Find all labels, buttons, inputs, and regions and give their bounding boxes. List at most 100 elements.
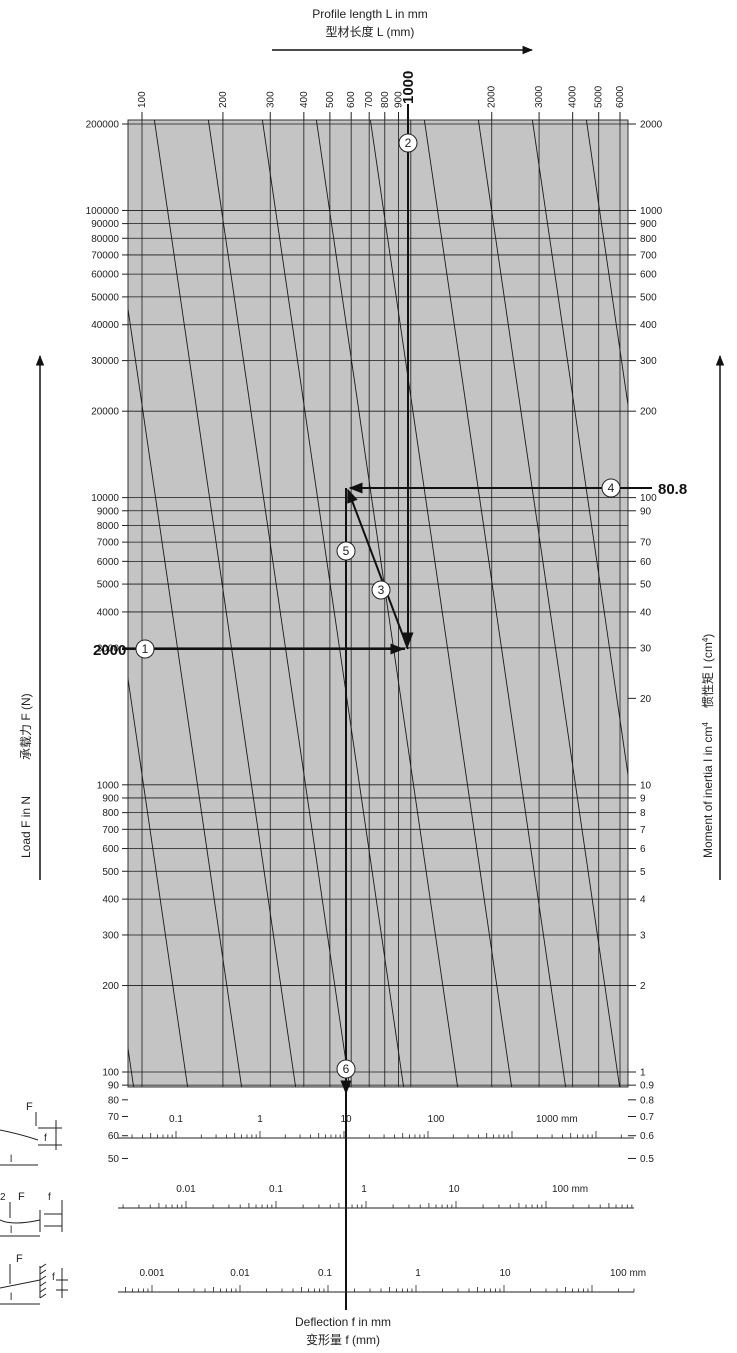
left-tick-label: 500 bbox=[102, 867, 119, 878]
diagonal-line bbox=[153, 120, 297, 1087]
beam-1-length-label: l bbox=[10, 1154, 12, 1165]
right-tick-label: 40 bbox=[640, 607, 652, 618]
deflection-label: 1000 mm bbox=[536, 1114, 578, 1125]
diagonal-line bbox=[423, 120, 567, 1087]
left-tick-label: 3000 bbox=[97, 643, 120, 654]
left-tick-label: 100000 bbox=[86, 206, 120, 217]
right-tick-label: 6 bbox=[640, 844, 646, 855]
deflection-scales: 0.1 1 10 100 1000 mm 0.01 0.1 1 10 100 mm 0.001 0.0… bbox=[118, 1114, 646, 1293]
left-tick-label: 7000 bbox=[97, 538, 120, 549]
right-axis-label-cn-end: ) bbox=[701, 634, 715, 638]
top-axis-label-cn: 型材长度 L (mm) bbox=[326, 24, 415, 39]
diagonal-lines bbox=[0, 90, 737, 1117]
deflection-label: 1 bbox=[415, 1268, 421, 1279]
left-axis-ticks: 200000 100000 90000 80000 70000 60000 50000 400… bbox=[86, 120, 128, 1165]
deflection-label: 1 bbox=[361, 1184, 367, 1195]
left-tick-label: 600 bbox=[102, 844, 119, 855]
beam-1-deflection-label: f bbox=[44, 1133, 47, 1144]
beam-diagram-fixed: F f l bbox=[0, 1253, 68, 1305]
top-tick-label: 700 bbox=[364, 91, 375, 108]
step-circle bbox=[336, 1059, 356, 1079]
left-tick-label: 70 bbox=[108, 1112, 120, 1123]
beam-diagram-cantilever: F f l bbox=[0, 1101, 62, 1166]
right-tick-label: 0.6 bbox=[640, 1131, 654, 1142]
example-path bbox=[122, 104, 652, 1310]
right-tick-label: 20 bbox=[640, 694, 652, 705]
right-tick-label: 800 bbox=[640, 234, 657, 245]
step-number: 5 bbox=[343, 544, 350, 558]
left-tick-label: 900 bbox=[102, 793, 119, 804]
step-markers: 1 2 3 4 5 6 bbox=[135, 133, 621, 1079]
beam-3-deflection-label: f bbox=[52, 1272, 55, 1283]
step-number: 4 bbox=[608, 481, 615, 495]
left-tick-label: 200 bbox=[102, 981, 119, 992]
deflection-label: 1 bbox=[257, 1114, 263, 1125]
top-tick-label: 5000 bbox=[594, 85, 605, 108]
diagonal-line bbox=[369, 120, 513, 1087]
left-tick-label: 50000 bbox=[91, 292, 119, 303]
diagonal-line bbox=[477, 120, 621, 1087]
beam-diagram-simply-supported: 2 F f l bbox=[0, 1191, 63, 1237]
deflection-label: 0.1 bbox=[169, 1114, 183, 1125]
path-step-3-line bbox=[347, 488, 409, 650]
left-tick-label: 60000 bbox=[91, 270, 119, 281]
right-tick-label: 0.7 bbox=[640, 1112, 654, 1123]
left-tick-label: 100 bbox=[102, 1068, 119, 1079]
step-circle bbox=[371, 580, 391, 600]
step-number: 2 bbox=[405, 136, 412, 150]
top-tick-label: 6000 bbox=[615, 85, 626, 108]
highlight-load: 2000 bbox=[93, 642, 126, 659]
right-axis-label: Moment of inertia I in cm4惯性矩 I (cm4) bbox=[700, 634, 715, 858]
diagonal-line bbox=[0, 90, 84, 1117]
right-tick-label: 200 bbox=[640, 407, 657, 418]
right-tick-label: 2 bbox=[640, 981, 646, 992]
diagonal-line bbox=[690, 90, 737, 1117]
diagonal-line bbox=[261, 120, 405, 1087]
step-number: 6 bbox=[343, 1062, 350, 1076]
left-tick-label: 400 bbox=[102, 895, 119, 906]
diagonal-line bbox=[128, 305, 243, 1087]
right-tick-label: 9 bbox=[640, 793, 646, 804]
left-tick-label: 1000 bbox=[97, 780, 120, 791]
bottom-label-cn: 变形量 f (mm) bbox=[306, 1332, 380, 1347]
left-tick-label: 20000 bbox=[91, 407, 119, 418]
right-tick-label: 60 bbox=[640, 557, 652, 568]
left-tick-label: 6000 bbox=[97, 557, 120, 568]
top-axis-ticks: 100 200 300 400 500 600 700 800 900 2000 3000 4000 5… bbox=[137, 85, 626, 120]
right-axis-label-sup: 4 bbox=[701, 722, 710, 727]
step-circle bbox=[398, 133, 418, 153]
top-tick-label: 400 bbox=[299, 91, 310, 108]
left-tick-label: 60 bbox=[108, 1131, 120, 1142]
right-axis-label-cn-sup: 4 bbox=[701, 637, 710, 642]
deflection-label: 0.1 bbox=[318, 1268, 332, 1279]
left-tick-label: 90000 bbox=[91, 219, 119, 230]
step-circle bbox=[336, 541, 356, 561]
left-tick-label: 10000 bbox=[91, 493, 119, 504]
right-tick-label: 100 bbox=[640, 493, 657, 504]
beam-2-length-label: l bbox=[10, 1225, 12, 1236]
top-tick-label: 4000 bbox=[568, 85, 579, 108]
right-tick-label: 1000 bbox=[640, 206, 663, 217]
diagonal-line bbox=[0, 90, 30, 1117]
beam-3-force-label: F bbox=[16, 1253, 23, 1265]
step-circle bbox=[601, 478, 621, 498]
right-tick-label: 900 bbox=[640, 219, 657, 230]
right-tick-label: 600 bbox=[640, 270, 657, 281]
left-tick-label: 5000 bbox=[97, 580, 120, 591]
right-tick-label: 8 bbox=[640, 808, 646, 819]
right-tick-label: 0.5 bbox=[640, 1154, 654, 1165]
left-tick-label: 9000 bbox=[97, 506, 120, 517]
deflection-label: 10 bbox=[340, 1114, 352, 1125]
top-tick-label: 300 bbox=[265, 91, 276, 108]
right-axis-label-en: Moment of inertia I in cm bbox=[701, 727, 715, 858]
left-tick-label: 50 bbox=[108, 1154, 120, 1165]
right-axis-ticks: 2000 1000 900 800 700 600 500 400 300 200 100 90 70 6… bbox=[628, 120, 663, 1165]
deflection-label: 10 bbox=[448, 1184, 460, 1195]
top-tick-label: 3000 bbox=[534, 85, 545, 108]
right-tick-label: 90 bbox=[640, 506, 652, 517]
right-tick-label: 0.9 bbox=[640, 1081, 654, 1092]
left-axis-label-cn: 承载力 F (N) bbox=[19, 693, 33, 760]
diagonal-line bbox=[128, 675, 189, 1087]
deflection-label: 0.1 bbox=[269, 1184, 283, 1195]
